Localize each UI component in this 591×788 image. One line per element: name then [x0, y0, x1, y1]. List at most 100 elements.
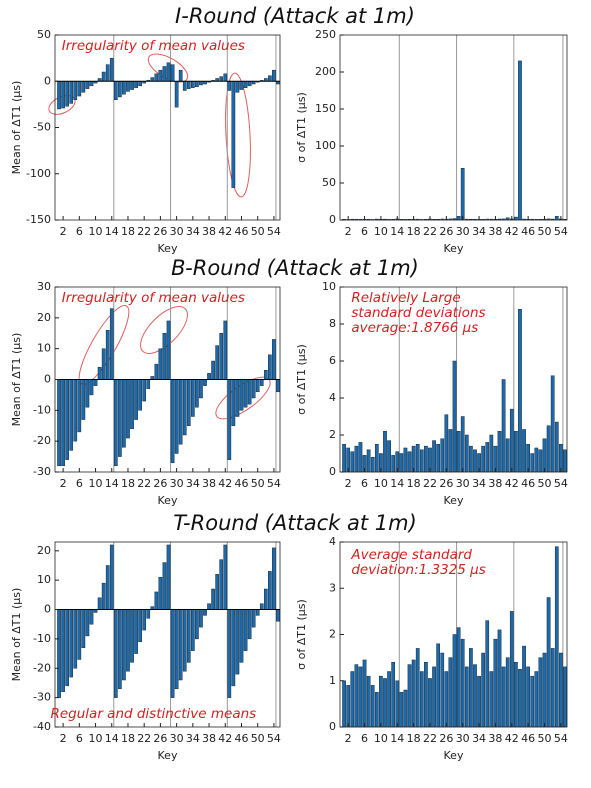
bar — [350, 451, 355, 473]
x-tick-label: 34 — [186, 732, 200, 745]
bar — [272, 339, 276, 380]
bar — [158, 577, 163, 610]
bar — [109, 544, 114, 610]
x-tick-label: 10 — [374, 225, 388, 238]
bar — [473, 449, 477, 473]
bar — [195, 379, 199, 408]
bar — [526, 666, 530, 728]
bar — [57, 609, 61, 698]
bar — [101, 582, 106, 610]
bar — [505, 438, 510, 473]
bar — [243, 81, 248, 88]
bar — [113, 379, 118, 467]
bar — [186, 379, 191, 426]
y-tick-label: 0 — [329, 465, 336, 478]
bar — [403, 447, 408, 473]
x-tick-label: 18 — [407, 225, 421, 238]
bar — [497, 431, 502, 473]
bar — [134, 379, 138, 420]
bar — [563, 449, 567, 473]
bar — [522, 645, 526, 728]
bar — [166, 320, 171, 380]
bar — [509, 611, 514, 728]
highlight-ellipses — [48, 53, 271, 420]
x-tick-label: 22 — [137, 732, 151, 745]
x-tick-label: 42 — [505, 225, 519, 238]
x-axis-label: Key — [444, 749, 464, 762]
bar — [448, 657, 453, 728]
bar — [354, 664, 359, 728]
x-tick-label: 42 — [505, 477, 519, 490]
y-tick-label: 20 — [37, 544, 51, 557]
bar — [207, 373, 211, 380]
annotation: standard deviations — [351, 305, 485, 321]
ellipse — [140, 306, 188, 354]
x-tick-label: 46 — [521, 225, 535, 238]
annotation: Regular and distinctive means — [51, 706, 257, 722]
bar — [182, 609, 187, 672]
bar — [530, 675, 535, 728]
bar — [81, 81, 86, 93]
bar — [546, 425, 551, 473]
bar — [440, 438, 445, 473]
x-tick-label: 6 — [76, 477, 83, 490]
x-tick-label: 38 — [488, 732, 502, 745]
bar — [146, 379, 151, 389]
bar — [501, 379, 506, 473]
x-tick-label: 50 — [538, 732, 552, 745]
y-tick-label: 20 — [37, 311, 51, 324]
bar — [251, 379, 256, 399]
bar — [219, 559, 224, 610]
bar — [235, 609, 240, 675]
bar — [546, 597, 551, 728]
x-axis-label: Key — [444, 494, 464, 507]
x-tick-label: 10 — [374, 477, 388, 490]
bar — [497, 629, 502, 728]
bar — [424, 662, 428, 728]
bar — [505, 657, 510, 728]
bar — [122, 81, 126, 95]
bar — [370, 457, 375, 473]
bar — [69, 609, 74, 678]
x-tick-label: 50 — [538, 225, 552, 238]
bar — [518, 309, 522, 473]
bar — [366, 449, 371, 473]
x-tick-label: 30 — [170, 225, 184, 238]
bar — [231, 81, 236, 188]
y-tick-label: -150 — [26, 213, 51, 226]
bar — [456, 216, 461, 221]
bar — [554, 546, 559, 728]
bar — [207, 603, 211, 610]
bar — [358, 442, 363, 473]
bar — [276, 609, 280, 622]
annotation: Irregularity of mean values — [62, 38, 245, 54]
x-tick-label: 30 — [456, 477, 470, 490]
bar — [134, 81, 138, 88]
bar — [362, 659, 367, 728]
bar — [477, 675, 481, 728]
bar — [424, 445, 428, 473]
x-tick-label: 46 — [234, 477, 248, 490]
bar — [550, 375, 555, 473]
bar — [199, 379, 203, 399]
y-tick-label: -100 — [26, 167, 51, 180]
bar — [354, 445, 359, 473]
y-tick-label: 10 — [37, 573, 51, 586]
bar — [436, 643, 440, 728]
y-axis-label: Mean of ΔT1 (μs) — [10, 81, 23, 175]
x-tick-label: 50 — [251, 225, 265, 238]
bar — [231, 609, 236, 687]
bar — [399, 453, 404, 473]
bar — [223, 544, 228, 610]
bar — [419, 671, 424, 728]
bar — [370, 685, 375, 728]
ellipse — [225, 72, 251, 198]
x-tick-label: 22 — [423, 225, 437, 238]
bar — [259, 379, 264, 386]
bar — [440, 652, 445, 728]
bar — [154, 73, 159, 82]
y-tick-label: -40 — [33, 720, 51, 733]
bar — [239, 609, 244, 663]
y-tick-label: 10 — [322, 280, 336, 293]
